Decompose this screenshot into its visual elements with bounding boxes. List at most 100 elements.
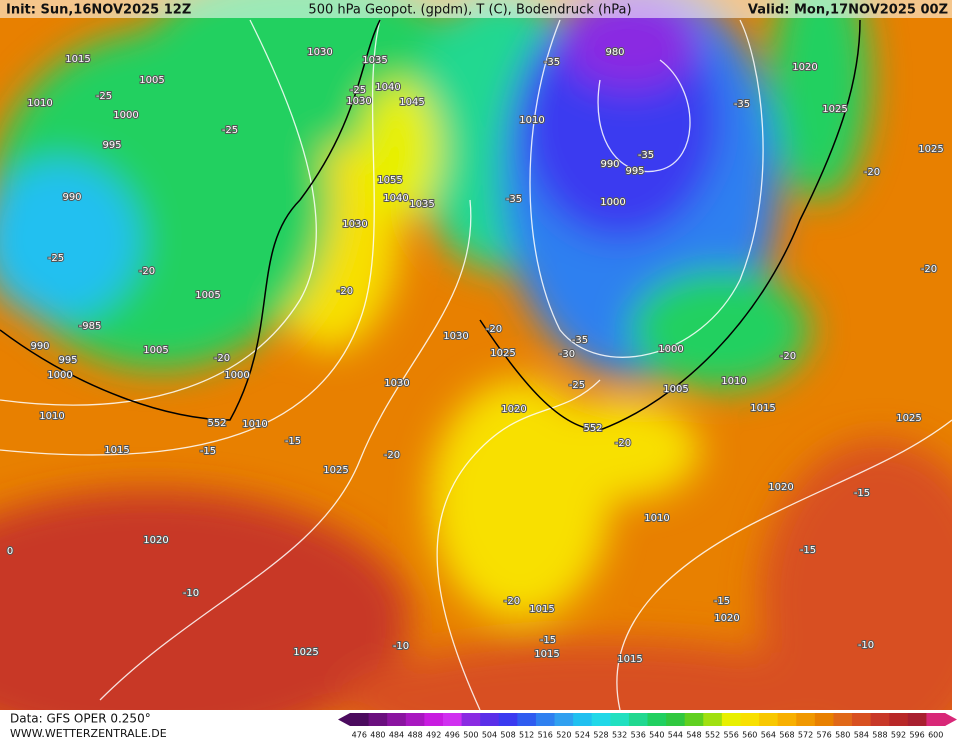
colorbar-swatch bbox=[777, 713, 797, 726]
colorbar-label: 548 bbox=[686, 731, 701, 740]
colorbar-swatch bbox=[666, 713, 686, 726]
colorbar-swatch bbox=[387, 713, 407, 726]
map-label: 1010 bbox=[242, 419, 267, 430]
map-label: -30 bbox=[559, 349, 575, 360]
colorbar-swatch bbox=[814, 713, 834, 726]
colorbar-label: 524 bbox=[575, 731, 590, 740]
map-label: 1015 bbox=[65, 54, 90, 65]
colorbar-swatch bbox=[368, 713, 388, 726]
colorbar-label: 512 bbox=[519, 731, 534, 740]
map-label: 1015 bbox=[534, 649, 559, 660]
colorbar-label: 520 bbox=[556, 731, 571, 740]
colorbar-swatch bbox=[926, 713, 946, 726]
map-label: 1000 bbox=[47, 370, 72, 381]
colorbar-swatch bbox=[889, 713, 909, 726]
valid-time: Valid: Mon,17NOV2025 00Z bbox=[748, 3, 948, 18]
colorbar-label: 596 bbox=[909, 731, 924, 740]
map-label: 1005 bbox=[195, 290, 220, 301]
colorbar-swatch bbox=[628, 713, 648, 726]
map-label: -20 bbox=[615, 438, 631, 449]
map-label: 1035 bbox=[409, 199, 434, 210]
colorbar-label: 504 bbox=[482, 731, 497, 740]
colorbar-swatch bbox=[647, 713, 667, 726]
colorbar-label: 500 bbox=[463, 731, 478, 740]
map-label: 990 bbox=[30, 341, 49, 352]
map-label: 995 bbox=[625, 166, 644, 177]
colorbar-swatch bbox=[796, 713, 816, 726]
colorbar-label: 476 bbox=[352, 731, 367, 740]
map-label: 1030 bbox=[346, 96, 371, 107]
colorbar-swatch bbox=[442, 713, 463, 726]
colorbar-label: 508 bbox=[500, 731, 515, 740]
map-label: 1020 bbox=[143, 535, 168, 546]
colorbar-label: 484 bbox=[389, 731, 404, 740]
colorbar-label: 540 bbox=[649, 731, 664, 740]
map-label: 1015 bbox=[750, 403, 775, 414]
header-band bbox=[0, 0, 959, 18]
colorbar-swatch bbox=[535, 713, 556, 726]
data-source: Data: GFS OPER 0.250° bbox=[10, 712, 151, 726]
colorbar-label: 592 bbox=[891, 731, 906, 740]
map-label: -20 bbox=[780, 351, 796, 362]
colorbar-label: 580 bbox=[835, 731, 850, 740]
colorbar-label: 576 bbox=[817, 731, 832, 740]
map-label: 995 bbox=[102, 140, 121, 151]
map-label: 1005 bbox=[139, 75, 164, 86]
map-title: 500 hPa Geopot. (gpdm), T (C), Bodendruc… bbox=[308, 3, 631, 18]
map-label: -35 bbox=[734, 99, 750, 110]
map-label: -985 bbox=[79, 321, 102, 332]
colorbar-swatch bbox=[591, 713, 611, 726]
colorbar-label: 560 bbox=[742, 731, 757, 740]
colorbar-swatch bbox=[870, 713, 890, 726]
map-label: 1015 bbox=[529, 604, 554, 615]
map-label: 552 bbox=[583, 423, 602, 434]
map-label: 1010 bbox=[644, 513, 669, 524]
map-label: 1000 bbox=[113, 110, 138, 121]
map-label: -10 bbox=[183, 588, 199, 599]
map-label: 1030 bbox=[443, 331, 468, 342]
map-label: -35 bbox=[638, 150, 654, 161]
colorbar-arrow bbox=[338, 713, 350, 726]
colorbar-swatch bbox=[759, 713, 779, 726]
colorbar-swatch bbox=[498, 713, 518, 726]
map-label: 1015 bbox=[617, 654, 642, 665]
colorbar-swatch bbox=[703, 713, 723, 726]
map-label: -10 bbox=[858, 640, 874, 651]
colorbar-label: 544 bbox=[668, 731, 683, 740]
map-label: 1005 bbox=[143, 345, 168, 356]
map-label: 995 bbox=[58, 355, 77, 366]
map-label: 990 bbox=[62, 192, 81, 203]
map-label: -25 bbox=[222, 125, 238, 136]
map-label: 1020 bbox=[792, 62, 817, 73]
colorbar-swatch bbox=[405, 713, 425, 726]
map-label: 1030 bbox=[342, 219, 367, 230]
map-label: 1030 bbox=[384, 378, 409, 389]
map-label: 1000 bbox=[224, 370, 249, 381]
map-label: 1025 bbox=[323, 465, 348, 476]
colorbar-label: 496 bbox=[445, 731, 460, 740]
map-label: -20 bbox=[214, 353, 230, 364]
map-label: 1025 bbox=[896, 413, 921, 424]
map-label: 1035 bbox=[362, 55, 387, 66]
map-label: 1025 bbox=[490, 348, 515, 359]
colorbar-label: 584 bbox=[854, 731, 869, 740]
map-label: -20 bbox=[384, 450, 400, 461]
map-label: 1025 bbox=[293, 647, 318, 658]
colorbar-swatch bbox=[907, 713, 927, 726]
map-label: -10 bbox=[393, 641, 409, 652]
colorbar-swatch bbox=[573, 713, 593, 726]
colorbar-label: 588 bbox=[872, 731, 887, 740]
map-label: -20 bbox=[337, 286, 353, 297]
map-label: 1030 bbox=[307, 47, 332, 58]
colorbar-label: 532 bbox=[612, 731, 627, 740]
map-label: 1000 bbox=[600, 197, 625, 208]
colorbar-label: 480 bbox=[370, 731, 385, 740]
map-label: 1000 bbox=[658, 344, 683, 355]
colorbar-swatch bbox=[610, 713, 630, 726]
map-label: 990 bbox=[600, 159, 619, 170]
map-label: -25 bbox=[569, 380, 585, 391]
colorbar-label: 528 bbox=[593, 731, 608, 740]
colorbar-label: 552 bbox=[705, 731, 720, 740]
colorbar-label: 536 bbox=[631, 731, 646, 740]
